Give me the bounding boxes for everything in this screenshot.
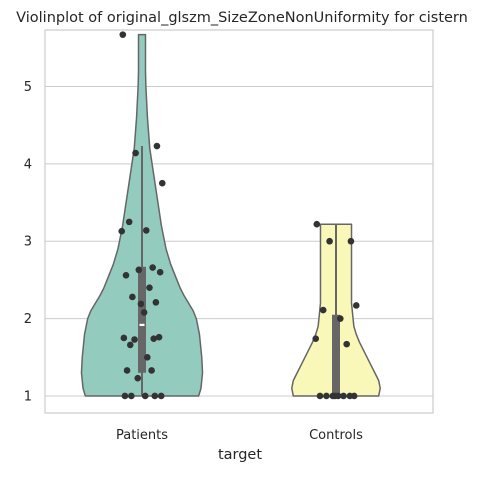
data-point-patients <box>155 333 163 341</box>
chart-title: Violinplot of original_glszm_SizeZoneNon… <box>16 10 468 26</box>
x-tick-label-patients: Patients <box>116 428 168 443</box>
data-point-controls <box>319 306 327 314</box>
data-point-patients <box>156 268 164 276</box>
iqr-box-controls <box>332 314 340 396</box>
data-point-patients <box>126 341 134 349</box>
data-points <box>118 31 360 400</box>
data-point-controls <box>347 237 355 245</box>
data-point-patients <box>158 179 166 187</box>
data-point-patients <box>152 299 160 306</box>
data-point-patients <box>146 284 153 291</box>
data-point-controls <box>346 392 354 400</box>
y-tick-label-3: 3 <box>24 235 32 250</box>
data-point-patients <box>129 293 136 301</box>
data-point-controls <box>334 392 342 400</box>
y-tick-label-2: 2 <box>24 312 32 327</box>
data-point-patients <box>132 149 139 157</box>
data-point-patients <box>144 353 151 361</box>
x-tick-labels: Patients Controls <box>116 428 363 443</box>
data-point-patients <box>148 367 155 374</box>
plot-frame <box>44 29 434 414</box>
data-point-patients <box>157 392 165 400</box>
data-point-patients <box>125 218 133 226</box>
data-point-patients <box>131 336 138 343</box>
y-tick-label-4: 4 <box>24 157 32 172</box>
data-point-patients <box>128 392 135 400</box>
data-point-patients <box>142 227 150 234</box>
data-point-controls <box>326 237 333 245</box>
data-point-patients <box>149 264 156 271</box>
data-point-patients <box>140 309 148 316</box>
y-tick-label-5: 5 <box>24 80 32 95</box>
data-point-controls <box>352 302 360 309</box>
data-point-controls <box>343 340 350 348</box>
data-point-patients <box>119 31 127 38</box>
data-point-patients <box>141 392 149 400</box>
data-point-patients <box>121 392 129 400</box>
median-marker-patients <box>139 323 145 326</box>
y-tick-label-1: 1 <box>24 389 32 404</box>
data-point-patients <box>122 271 130 279</box>
data-point-controls <box>313 220 321 228</box>
data-point-patients <box>123 367 131 374</box>
data-point-controls <box>312 335 320 343</box>
data-point-patients <box>150 335 158 343</box>
iqr-box-patients <box>138 266 146 373</box>
data-point-controls <box>316 392 324 400</box>
data-point-patients <box>120 334 128 342</box>
data-point-patients <box>135 266 143 274</box>
data-point-patients <box>118 227 126 235</box>
data-point-controls <box>336 315 344 322</box>
data-point-controls <box>340 392 347 400</box>
x-axis-label: target <box>218 447 262 463</box>
data-point-controls <box>323 392 330 400</box>
data-point-patients <box>137 300 145 308</box>
data-point-patients <box>151 392 159 400</box>
x-tick-label-controls: Controls <box>309 428 363 443</box>
data-point-patients <box>153 142 161 150</box>
y-tick-labels: 1 2 3 4 5 <box>24 80 32 404</box>
data-point-patients <box>134 374 142 382</box>
